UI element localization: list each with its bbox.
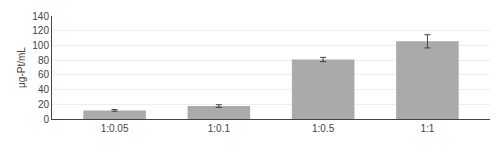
svg-text:1:0.5: 1:0.5 — [312, 123, 335, 134]
svg-text:40: 40 — [38, 84, 50, 95]
svg-text:1:0.1: 1:0.1 — [208, 123, 231, 134]
svg-text:120: 120 — [32, 25, 49, 36]
svg-text:0: 0 — [43, 114, 49, 125]
svg-text:μg-Pt/mL: μg-Pt/mL — [16, 47, 27, 88]
svg-text:20: 20 — [38, 99, 50, 110]
svg-text:1:0.05: 1:0.05 — [101, 123, 129, 134]
svg-text:60: 60 — [38, 69, 50, 80]
svg-text:100: 100 — [32, 40, 49, 51]
svg-text:80: 80 — [38, 55, 50, 66]
svg-text:1:1: 1:1 — [420, 123, 434, 134]
svg-text:140: 140 — [32, 11, 49, 22]
